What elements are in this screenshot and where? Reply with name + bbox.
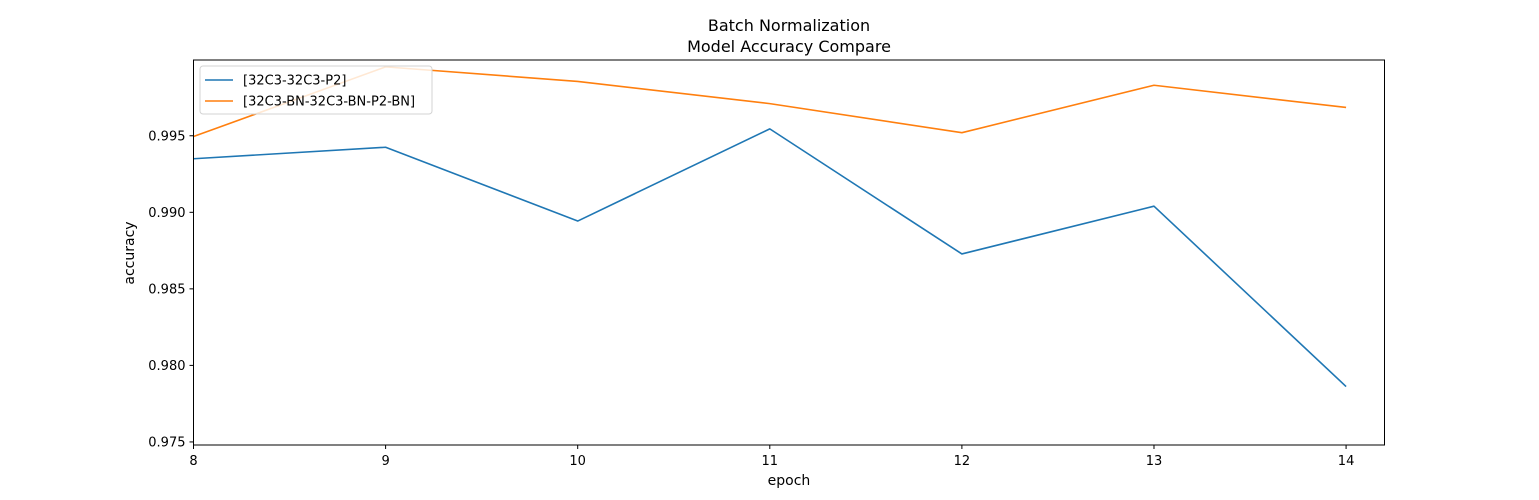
x-tick-label-5: 13	[1146, 454, 1163, 469]
x-tick-label-6: 14	[1338, 454, 1355, 469]
legend-label-0: [32C3-32C3-P2]	[243, 74, 346, 89]
x-tick-label-3: 11	[762, 454, 779, 469]
x-axis-label: epoch	[768, 473, 811, 489]
legend-label-1: [32C3-BN-32C3-BN-P2-BN]	[243, 95, 415, 110]
x-tick-label-4: 12	[954, 454, 971, 469]
x-tick-label-1: 9	[381, 454, 389, 469]
chart-subtitle: Model Accuracy Compare	[687, 37, 891, 56]
axes: 8 9 10 11 12 13 14 0.975 0.980 0.985 0.990 0.995	[148, 59, 1385, 469]
chart-title: Batch Normalization	[708, 16, 870, 35]
x-tick-label-0: 8	[189, 454, 197, 469]
y-tick-label-4: 0.995	[148, 129, 185, 144]
y-tick-label-0: 0.975	[148, 435, 185, 450]
y-tick-label-1: 0.980	[148, 359, 185, 374]
x-tick-label-2: 10	[569, 454, 586, 469]
axes-frame	[193, 59, 1385, 446]
y-tick-label-2: 0.985	[148, 282, 185, 297]
plot-area	[193, 66, 1347, 388]
y-tick-label-3: 0.990	[148, 206, 185, 221]
y-axis-label: accuracy	[122, 221, 138, 284]
legend-box	[199, 65, 433, 115]
series-line-0	[193, 128, 1347, 388]
legend: [32C3-32C3-P2] [32C3-BN-32C3-BN-P2-BN]	[199, 65, 433, 115]
